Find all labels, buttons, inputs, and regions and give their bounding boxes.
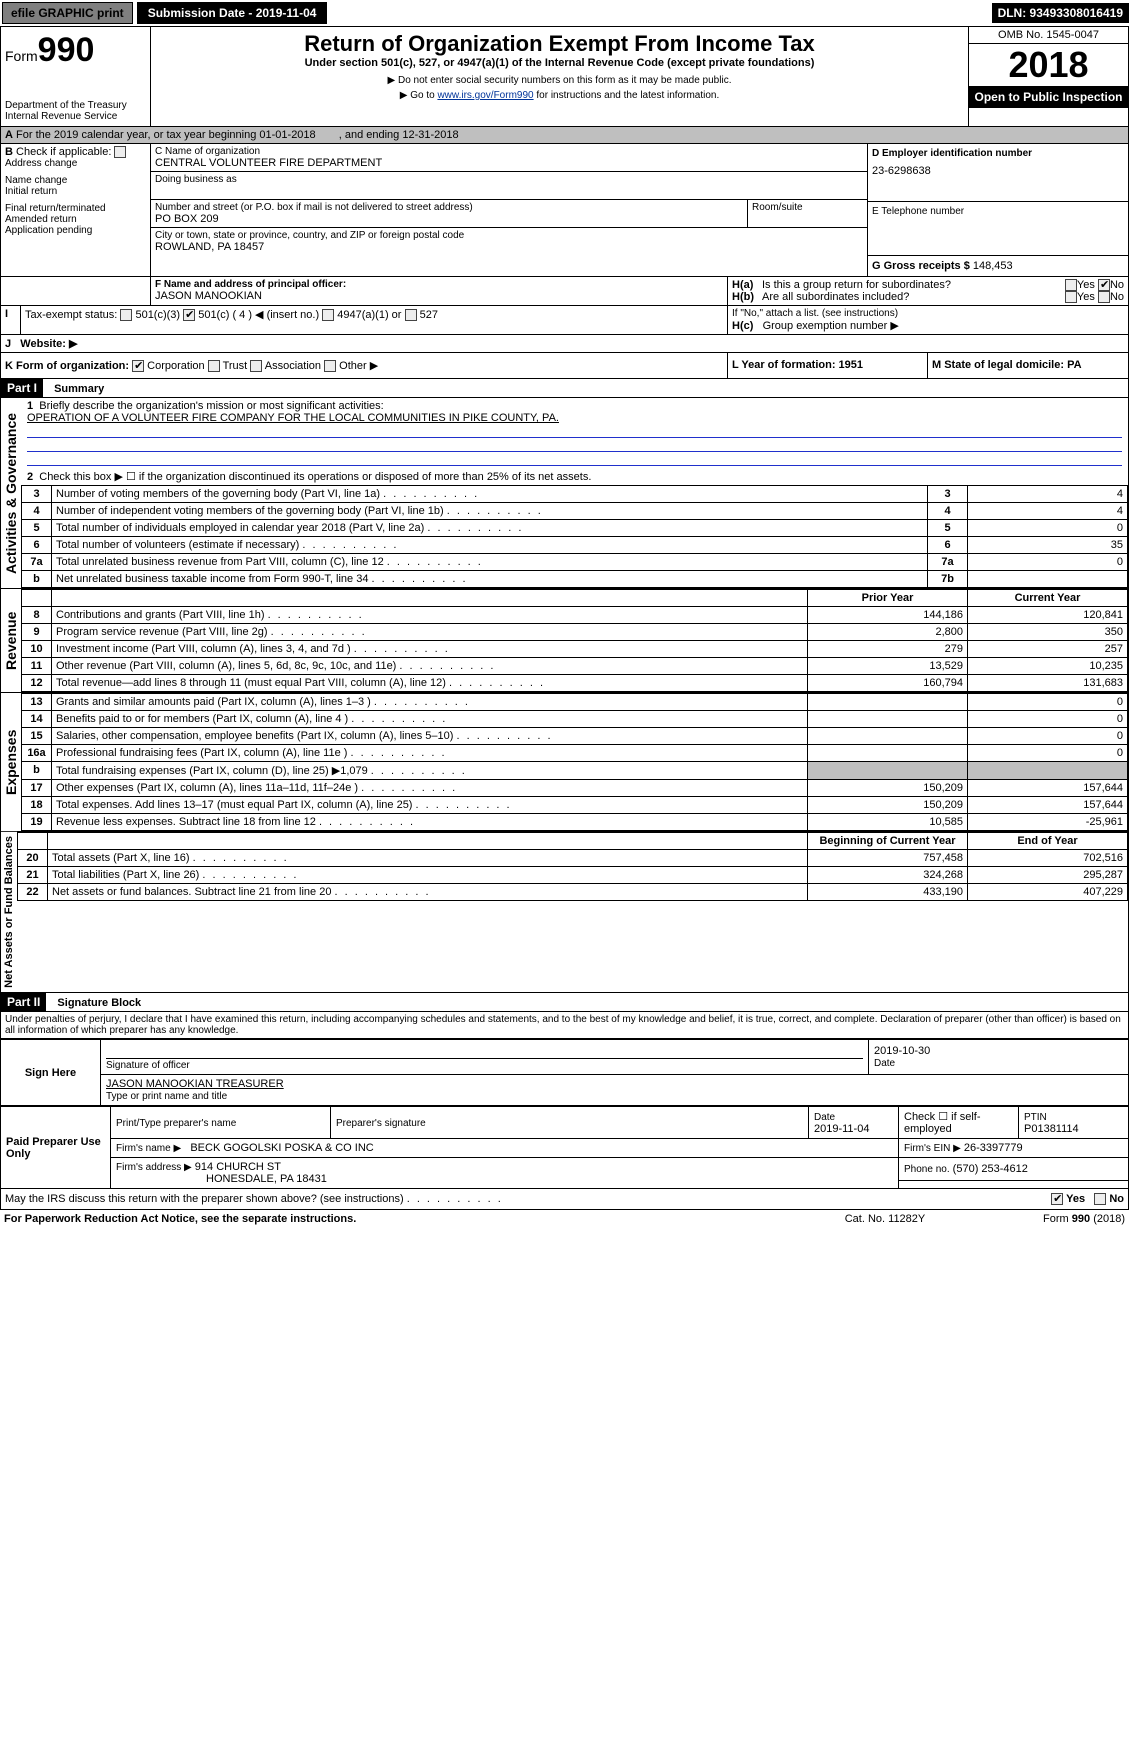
k-other-checkbox[interactable] bbox=[324, 360, 336, 372]
part2-header: Part II Signature Block bbox=[0, 993, 1129, 1012]
table-row: 19Revenue less expenses. Subtract line 1… bbox=[22, 814, 1128, 831]
net-assets-table: Beginning of Current Year End of Year 20… bbox=[17, 832, 1128, 901]
firm-address: 914 CHURCH ST bbox=[195, 1161, 281, 1173]
table-row: 20Total assets (Part X, line 16) 757,458… bbox=[18, 850, 1128, 867]
sign-here-label: Sign Here bbox=[1, 1040, 101, 1106]
firm-name: BECK GOGOLSKI POSKA & CO INC bbox=[190, 1142, 373, 1154]
table-row: 8Contributions and grants (Part VIII, li… bbox=[22, 607, 1128, 624]
table-row: 11Other revenue (Part VIII, column (A), … bbox=[22, 658, 1128, 675]
discuss-yes-checkbox[interactable] bbox=[1051, 1193, 1063, 1205]
i-block: I Tax-exempt status: 501(c)(3) 501(c) ( … bbox=[0, 306, 1129, 335]
checkbox[interactable] bbox=[114, 146, 126, 158]
table-row: 5Total number of individuals employed in… bbox=[22, 520, 1128, 537]
i-501c3-checkbox[interactable] bbox=[120, 309, 132, 321]
table-row: bNet unrelated business taxable income f… bbox=[22, 571, 1128, 588]
table-row: 9Program service revenue (Part VIII, lin… bbox=[22, 624, 1128, 641]
part1-header: Part I Summary bbox=[0, 379, 1129, 398]
ssn-warning: ▶ Do not enter social security numbers o… bbox=[155, 75, 964, 86]
side-activities-governance: Activities & Governance bbox=[1, 398, 21, 588]
table-row: 12Total revenue—add lines 8 through 11 (… bbox=[22, 675, 1128, 692]
table-row: 22Net assets or fund balances. Subtract … bbox=[18, 884, 1128, 901]
irs-label: Internal Revenue Service bbox=[5, 111, 146, 122]
i-4947-checkbox[interactable] bbox=[322, 309, 334, 321]
table-row: 21Total liabilities (Part X, line 26) 32… bbox=[18, 867, 1128, 884]
tax-year: 2018 bbox=[969, 44, 1128, 86]
klm-block: K Form of organization: Corporation Trus… bbox=[0, 353, 1129, 379]
org-street: PO BOX 209 bbox=[155, 213, 743, 225]
ptin: P01381114 bbox=[1024, 1123, 1079, 1135]
expenses-table: 13Grants and similar amounts paid (Part … bbox=[21, 693, 1128, 831]
omb-number: OMB No. 1545-0047 bbox=[969, 27, 1128, 44]
form-title: Return of Organization Exempt From Incom… bbox=[155, 31, 964, 57]
table-row: 10Investment income (Part VIII, column (… bbox=[22, 641, 1128, 658]
side-revenue: Revenue bbox=[1, 589, 21, 692]
i-527-checkbox[interactable] bbox=[405, 309, 417, 321]
dln-label: DLN: 93493308016419 bbox=[992, 3, 1129, 23]
hb-no-checkbox[interactable] bbox=[1098, 291, 1110, 303]
perjury-text: Under penalties of perjury, I declare th… bbox=[0, 1012, 1129, 1039]
summary-lines-3-7: 3Number of voting members of the governi… bbox=[21, 485, 1128, 588]
line-a: A For the 2019 calendar year, or tax yea… bbox=[0, 127, 1129, 144]
i-501c-checkbox[interactable] bbox=[183, 309, 195, 321]
submission-date: Submission Date - 2019-11-04 bbox=[137, 2, 328, 24]
irs-link[interactable]: www.irs.gov/Form990 bbox=[437, 90, 533, 101]
table-row: 7aTotal unrelated business revenue from … bbox=[22, 554, 1128, 571]
table-row: 15Salaries, other compensation, employee… bbox=[22, 728, 1128, 745]
k-assoc-checkbox[interactable] bbox=[250, 360, 262, 372]
revenue-table: Prior Year Current Year 8Contributions a… bbox=[21, 589, 1128, 692]
table-row: 18Total expenses. Add lines 13–17 (must … bbox=[22, 797, 1128, 814]
form-header: Form990 Department of the Treasury Inter… bbox=[0, 26, 1129, 127]
org-name: CENTRAL VOLUNTEER FIRE DEPARTMENT bbox=[155, 157, 863, 169]
discuss-no-checkbox[interactable] bbox=[1094, 1193, 1106, 1205]
topbar: efile GRAPHIC print Submission Date - 20… bbox=[0, 0, 1129, 26]
k-trust-checkbox[interactable] bbox=[208, 360, 220, 372]
part1-body: Activities & Governance 1 Briefly descri… bbox=[0, 398, 1129, 589]
side-net-assets: Net Assets or Fund Balances bbox=[1, 832, 17, 992]
k-corp-checkbox[interactable] bbox=[132, 360, 144, 372]
page-footer: For Paperwork Reduction Act Notice, see … bbox=[0, 1210, 1129, 1228]
table-row: 14Benefits paid to or for members (Part … bbox=[22, 711, 1128, 728]
table-row: 16aProfessional fundraising fees (Part I… bbox=[22, 745, 1128, 762]
paid-preparer-label: Paid Preparer Use Only bbox=[1, 1107, 111, 1189]
sign-here-table: Sign Here Signature of officer 2019-10-3… bbox=[0, 1039, 1129, 1106]
form-number: Form990 bbox=[5, 31, 146, 70]
form-subtitle: Under section 501(c), 527, or 4947(a)(1)… bbox=[155, 57, 964, 69]
officer-name: JASON MANOOKIAN TREASURER bbox=[106, 1078, 1123, 1090]
firm-ein: 26-3397779 bbox=[964, 1142, 1023, 1154]
table-row: 13Grants and similar amounts paid (Part … bbox=[22, 694, 1128, 711]
open-to-public: Open to Public Inspection bbox=[969, 86, 1128, 108]
discuss-row: May the IRS discuss this return with the… bbox=[0, 1189, 1129, 1210]
side-expenses: Expenses bbox=[1, 693, 21, 831]
table-row: 17Other expenses (Part IX, column (A), l… bbox=[22, 780, 1128, 797]
dept-treasury: Department of the Treasury bbox=[5, 100, 146, 111]
firm-phone: (570) 253-4612 bbox=[953, 1163, 1028, 1175]
gross-receipts: 148,453 bbox=[973, 260, 1013, 272]
org-city: ROWLAND, PA 18457 bbox=[155, 241, 863, 253]
net-assets-block: Net Assets or Fund Balances Beginning of… bbox=[0, 832, 1129, 993]
ha-yes-checkbox[interactable] bbox=[1065, 279, 1077, 291]
mission-text: OPERATION OF A VOLUNTEER FIRE COMPANY FO… bbox=[27, 412, 559, 424]
goto-link-row: ▶ Go to www.irs.gov/Form990 for instruct… bbox=[155, 90, 964, 101]
ein: 23-6298638 bbox=[872, 165, 1124, 177]
ha-no-checkbox[interactable] bbox=[1098, 279, 1110, 291]
line-j: J Website: ▶ bbox=[0, 335, 1129, 353]
efile-button[interactable]: efile GRAPHIC print bbox=[2, 2, 133, 24]
expenses-block: Expenses 13Grants and similar amounts pa… bbox=[0, 693, 1129, 832]
paid-preparer-table: Paid Preparer Use Only Print/Type prepar… bbox=[0, 1106, 1129, 1189]
table-row: 4Number of independent voting members of… bbox=[22, 503, 1128, 520]
fh-block: F Name and address of principal officer:… bbox=[0, 277, 1129, 306]
revenue-block: Revenue Prior Year Current Year 8Contrib… bbox=[0, 589, 1129, 693]
table-row: bTotal fundraising expenses (Part IX, co… bbox=[22, 762, 1128, 780]
table-row: 3Number of voting members of the governi… bbox=[22, 486, 1128, 503]
table-row: 6Total number of volunteers (estimate if… bbox=[22, 537, 1128, 554]
hb-yes-checkbox[interactable] bbox=[1065, 291, 1077, 303]
bcde-block: B Check if applicable: Address change Na… bbox=[0, 144, 1129, 277]
principal-officer: JASON MANOOKIAN bbox=[155, 290, 723, 302]
